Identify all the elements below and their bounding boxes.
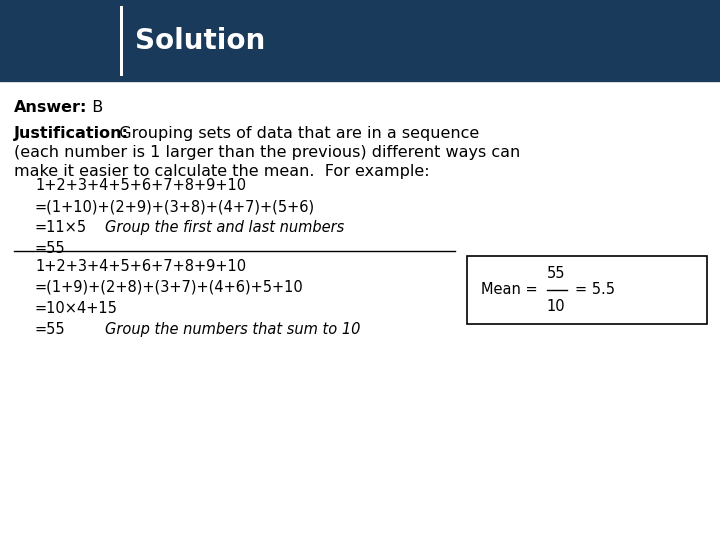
Text: Mean =: Mean = [481,282,538,298]
Text: 1+2+3+4+5+6+7+8+9+10: 1+2+3+4+5+6+7+8+9+10 [35,178,246,193]
Text: (each number is 1 larger than the previous) different ways can: (each number is 1 larger than the previo… [14,145,521,160]
Text: make it easier to calculate the mean.  For example:: make it easier to calculate the mean. Fo… [14,164,430,179]
Text: Group the first and last numbers: Group the first and last numbers [105,220,344,235]
Text: =11×5: =11×5 [35,220,87,235]
Text: Answer:: Answer: [14,100,87,115]
Text: Solution: Solution [135,27,265,55]
Text: =(1+9)+(2+8)+(3+7)+(4+6)+5+10: =(1+9)+(2+8)+(3+7)+(4+6)+5+10 [35,280,304,295]
Text: 1+2+3+4+5+6+7+8+9+10: 1+2+3+4+5+6+7+8+9+10 [35,259,246,274]
Bar [120,6,122,76]
Text: =55: =55 [35,322,66,337]
Text: Group the numbers that sum to 10: Group the numbers that sum to 10 [105,322,361,337]
Text: B: B [82,100,103,115]
Text: = 5.5: = 5.5 [575,282,615,298]
Bar [0,0,720,82]
Text: Grouping sets of data that are in a sequence: Grouping sets of data that are in a sequ… [109,126,480,141]
Text: 10: 10 [546,299,565,314]
Text: 55: 55 [546,266,565,281]
Text: =(1+10)+(2+9)+(3+8)+(4+7)+(5+6): =(1+10)+(2+9)+(3+8)+(4+7)+(5+6) [35,199,315,214]
Text: Justification:: Justification: [14,126,129,141]
Text: =10×4+15: =10×4+15 [35,301,118,316]
Bar [467,256,707,324]
Text: =55: =55 [35,241,66,256]
